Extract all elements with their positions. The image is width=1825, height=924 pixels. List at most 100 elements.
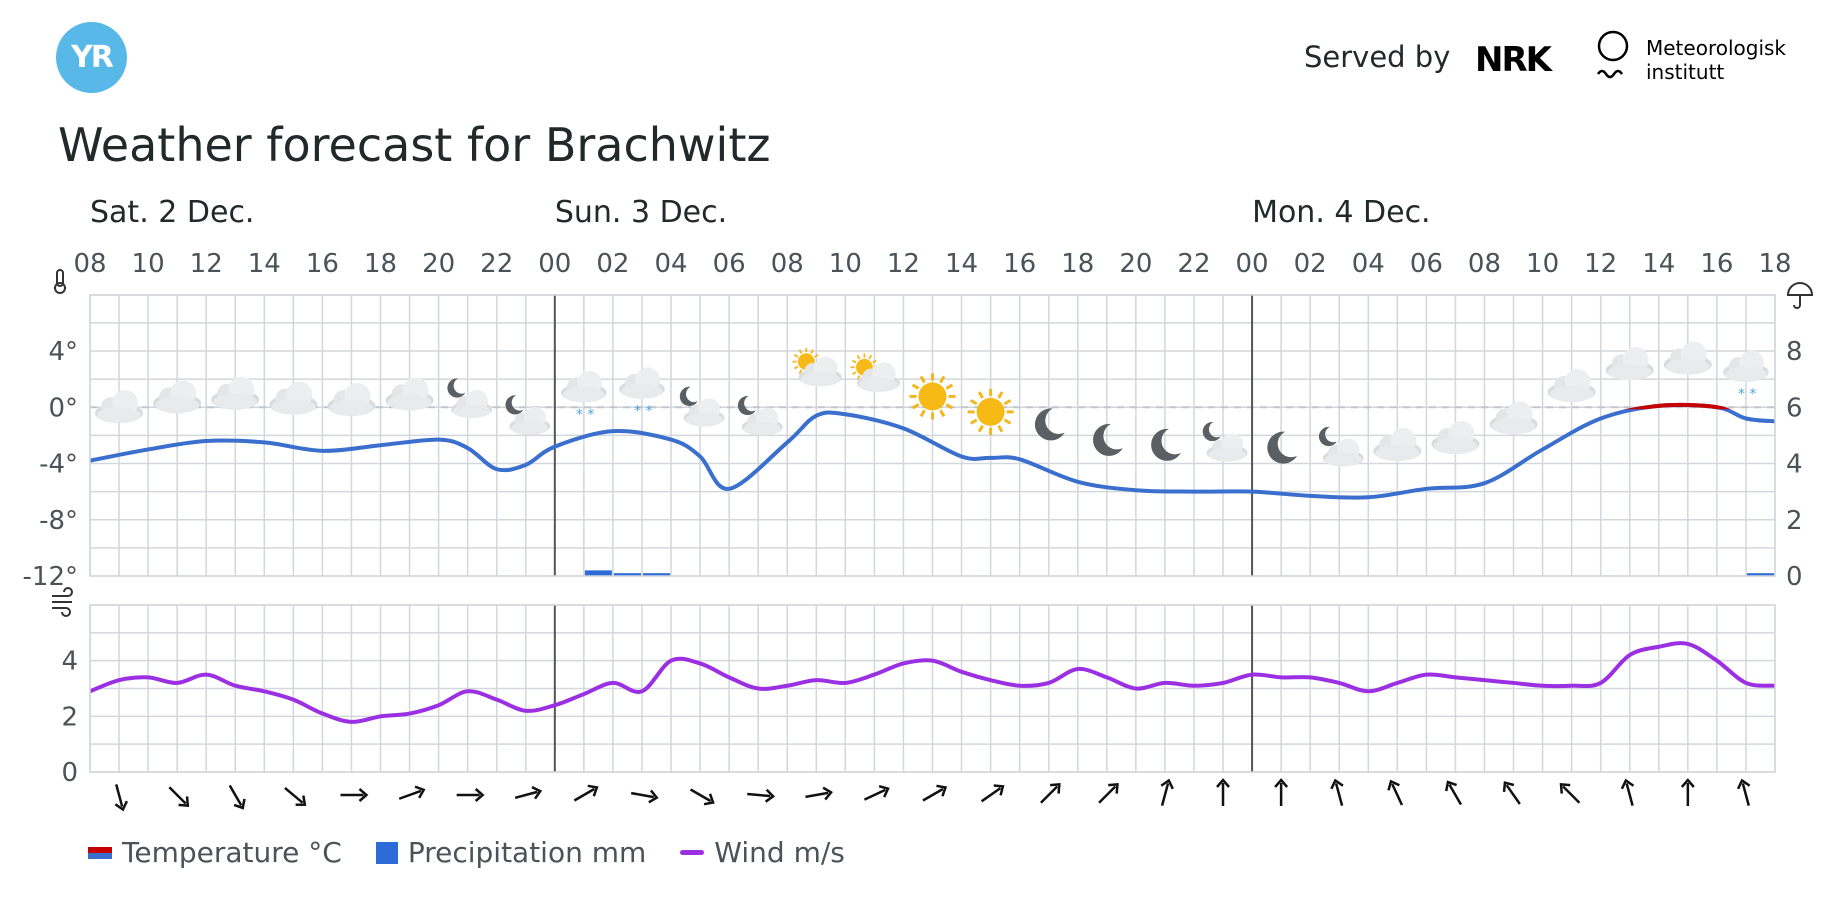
wind-direction-arrow — [1160, 778, 1174, 806]
snow-icon: * * — [561, 370, 607, 423]
hour-tick-label: 06 — [1410, 249, 1443, 279]
moon-cloud-icon — [1202, 421, 1248, 462]
wind-direction-arrow — [1274, 778, 1289, 806]
precip-tick-label: 8 — [1786, 337, 1803, 367]
hour-tick-label: 16 — [1003, 249, 1036, 279]
cloud-icon — [269, 381, 318, 415]
hour-tick-label: 02 — [1294, 249, 1327, 279]
page-title: Weather forecast for Brachwitz — [58, 118, 771, 172]
sun-icon — [967, 388, 1014, 435]
wind-direction-arrow — [1040, 783, 1061, 804]
wind-direction-arrow — [747, 788, 776, 803]
svg-text:* *: * * — [634, 403, 652, 419]
hour-tick-label: 20 — [1119, 249, 1152, 279]
legend-temperature: Temperature °C — [88, 836, 342, 869]
hour-tick-label: 12 — [190, 249, 223, 279]
moon-cloud-icon — [447, 378, 493, 418]
hour-tick-label: 22 — [480, 249, 513, 279]
yr-logo[interactable]: YR — [56, 22, 127, 93]
hour-tick-label: 14 — [1642, 249, 1675, 279]
precip-tick-label: 6 — [1786, 393, 1803, 423]
cloud-icon — [1431, 421, 1480, 454]
hour-tick-label: 22 — [1177, 249, 1210, 279]
temp-tick-label: -4° — [39, 450, 78, 480]
wind-direction-arrow — [980, 784, 1005, 803]
met-institute-logo-icon[interactable] — [1596, 30, 1636, 86]
cloud-icon — [327, 383, 376, 417]
legend-temperature-label: Temperature °C — [122, 836, 342, 869]
cloud-icon — [211, 376, 260, 410]
hour-tick-label: 10 — [829, 249, 862, 279]
cloud-icon — [1547, 368, 1596, 402]
precipitation-bar — [642, 573, 671, 576]
chart-legend: Temperature °C Precipitation mm Wind m/s — [88, 836, 879, 869]
snow-icon: * * — [1723, 350, 1769, 403]
hour-tick-label: 18 — [364, 249, 397, 279]
wind-plot-frame — [89, 604, 1776, 773]
legend-wind-swatch — [680, 850, 705, 855]
wind-direction-arrow — [514, 786, 543, 800]
wind-direction-arrow — [1620, 778, 1635, 806]
moon-cloud-icon — [505, 395, 551, 435]
met-line-1: Meteorologisk — [1646, 36, 1787, 60]
legend-temperature-swatch — [88, 846, 112, 859]
legend-wind: Wind m/s — [680, 836, 845, 869]
hour-tick-label: 20 — [422, 249, 455, 279]
hour-tick-label: 04 — [654, 249, 687, 279]
temp-plot-frame — [89, 294, 1776, 577]
legend-wind-label: Wind m/s — [714, 836, 845, 869]
day-label: Sat. 2 Dec. — [90, 195, 254, 230]
hour-tick-label: 18 — [1061, 249, 1094, 279]
cloud-icon — [1605, 347, 1654, 381]
precip-tick-label: 4 — [1786, 450, 1803, 480]
met-institute-logo-text[interactable]: Meteorologisk institutt — [1646, 36, 1786, 84]
cloud-icon — [153, 380, 202, 414]
wind-direction-arrow — [863, 784, 890, 801]
wind-direction-arrow — [1502, 781, 1521, 805]
temp-tick-label: -12° — [23, 562, 78, 592]
wind-direction-arrow — [1736, 778, 1751, 806]
moon-icon — [1034, 408, 1065, 441]
cloud-icon — [95, 390, 144, 424]
moon-cloud-icon — [737, 395, 783, 436]
hour-tick-label: 00 — [538, 249, 571, 279]
wind-direction-arrow — [1098, 783, 1119, 804]
moon-cloud-icon — [1318, 426, 1364, 467]
hour-tick-label: 00 — [1236, 249, 1269, 279]
wind-direction-arrow — [114, 784, 129, 812]
wind-tick-label: 0 — [61, 758, 78, 788]
sun-cloud-icon — [792, 347, 842, 387]
hour-tick-label: 10 — [1526, 249, 1559, 279]
legend-precipitation-swatch — [375, 841, 398, 864]
temp-tick-label: 0° — [48, 393, 78, 423]
hour-tick-label: 10 — [132, 249, 165, 279]
legend-precipitation: Precipitation mm — [375, 836, 647, 869]
hour-tick-label: 08 — [771, 249, 804, 279]
precipitation-bar — [584, 570, 612, 576]
wind-direction-arrow — [1387, 779, 1404, 806]
hour-tick-label: 14 — [248, 249, 281, 279]
day-label: Sun. 3 Dec. — [555, 195, 727, 230]
legend-precipitation-label: Precipitation mm — [407, 836, 647, 869]
hour-tick-label: 02 — [596, 249, 629, 279]
sun-icon — [909, 373, 956, 420]
hour-tick-label: 16 — [306, 249, 339, 279]
sun-cloud-icon — [850, 353, 900, 392]
wind-direction-arrow — [228, 784, 246, 810]
wind-direction-arrow — [689, 788, 715, 806]
wind-direction-arrow — [1216, 778, 1230, 806]
snow-icon: * * — [619, 367, 665, 419]
hour-tick-label: 06 — [713, 249, 746, 279]
precipitation-bar — [1746, 573, 1774, 576]
wind-direction-arrow — [805, 786, 833, 801]
precip-tick-label: 2 — [1786, 506, 1803, 536]
nrk-logo[interactable]: NRK — [1475, 40, 1552, 80]
moon-cloud-icon — [679, 386, 725, 427]
wind-direction-arrow — [1330, 778, 1344, 806]
cloud-icon — [385, 377, 434, 411]
umbrella-icon — [1786, 282, 1814, 309]
hour-tick-label: 12 — [1584, 249, 1617, 279]
day-label: Mon. 4 Dec. — [1252, 195, 1431, 230]
hour-tick-label: 08 — [73, 249, 106, 279]
wind-direction-arrow — [1680, 778, 1695, 806]
